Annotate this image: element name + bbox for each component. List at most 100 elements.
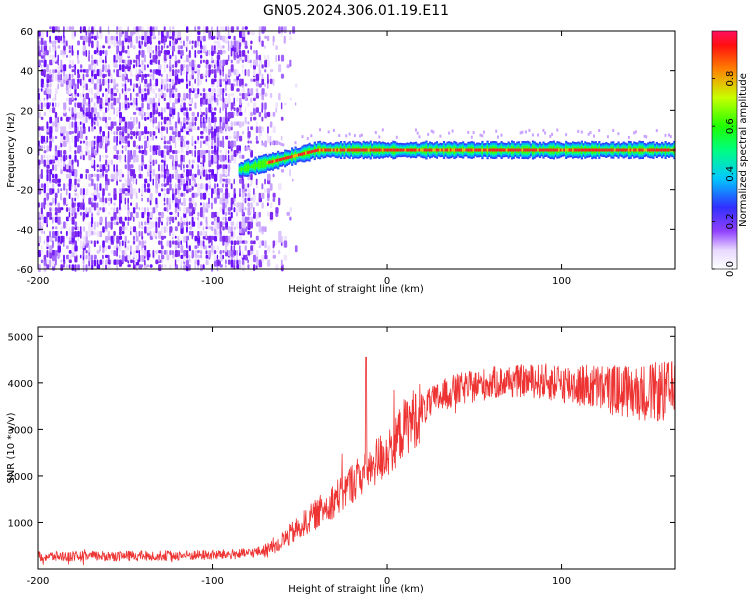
heatmap-cell — [294, 83, 298, 88]
heatmap-cell — [258, 240, 263, 245]
heatmap-cell — [258, 126, 262, 134]
heatmap-cell — [49, 173, 51, 182]
heatmap-cell — [172, 188, 174, 195]
heatmap-cell — [258, 69, 262, 76]
heatmap-cell — [96, 259, 99, 265]
heatmap-cell — [205, 254, 209, 259]
heatmap-cell — [71, 131, 75, 135]
heatmap-cell — [158, 45, 160, 51]
heatmap-cell — [197, 254, 201, 259]
heatmap-cell — [40, 259, 44, 264]
heatmap-cell — [74, 69, 76, 76]
heatmap-cell — [116, 40, 120, 45]
heatmap-cell — [107, 131, 110, 139]
heatmap-cell — [146, 197, 149, 203]
heatmap-cell — [49, 259, 52, 268]
heatmap-cell — [121, 145, 124, 149]
heatmap-cell — [239, 178, 243, 184]
x-tick-label: -100 — [201, 576, 224, 587]
heatmap-cell — [327, 130, 330, 134]
heatmap-cell — [345, 134, 348, 138]
heatmap-cell — [99, 69, 102, 77]
heatmap-cell — [116, 207, 119, 214]
heatmap-cell — [65, 188, 68, 196]
heatmap-cell — [93, 154, 96, 159]
heatmap-cell — [110, 250, 114, 254]
heatmap-cell — [102, 202, 105, 207]
heatmap-cell — [63, 235, 65, 243]
heatmap-cell — [49, 245, 53, 253]
heatmap-cell — [258, 59, 263, 65]
heatmap-cell — [180, 216, 183, 224]
heatmap-cell — [52, 230, 55, 239]
heatmap-cell — [244, 45, 248, 49]
heatmap-cell — [79, 188, 83, 196]
heatmap-cell — [236, 78, 239, 87]
heatmap-cell — [353, 134, 356, 138]
heatmap-cell — [186, 121, 189, 125]
heatmap-cell — [197, 259, 200, 266]
heatmap-cell — [244, 92, 248, 101]
heatmap-cell — [230, 245, 233, 251]
heatmap-cell — [52, 250, 56, 256]
heatmap-cell — [186, 26, 189, 33]
heatmap-cell — [116, 135, 118, 143]
heatmap-cell — [230, 240, 233, 246]
heatmap-cell — [225, 264, 227, 268]
heatmap-cell — [222, 221, 225, 226]
heatmap-cell — [222, 154, 225, 162]
heatmap-cell — [254, 161, 257, 170]
heatmap-cell — [186, 235, 190, 241]
heatmap-cell — [158, 64, 162, 70]
heatmap-cell — [241, 250, 244, 258]
heatmap-cell — [202, 45, 206, 53]
heatmap-cell — [43, 150, 47, 154]
heatmap-cell — [166, 164, 168, 172]
heatmap-cell — [124, 50, 128, 54]
heatmap-cell — [40, 226, 44, 234]
heatmap-cell — [121, 40, 125, 46]
heatmap-cell — [121, 221, 125, 227]
heatmap-cell — [141, 207, 144, 211]
heatmap-cell — [160, 173, 164, 178]
heatmap-cell — [584, 148, 587, 152]
heatmap-cell — [213, 116, 217, 123]
heatmap-cell — [645, 148, 648, 152]
heatmap-cell — [186, 92, 189, 99]
heatmap-cell — [79, 35, 84, 40]
heatmap-cell — [216, 31, 221, 38]
heatmap-cell — [149, 35, 152, 43]
heatmap-cell — [130, 150, 133, 156]
heatmap-cell — [132, 188, 137, 194]
heatmap-cell — [205, 126, 208, 134]
heatmap-cell — [77, 102, 81, 109]
heatmap-cell — [132, 169, 136, 176]
y-tick-label: 5000 — [8, 332, 33, 343]
heatmap-cell — [280, 143, 283, 146]
heatmap-cell — [186, 164, 189, 169]
heatmap-cell — [188, 211, 193, 217]
heatmap-cell — [177, 250, 180, 257]
heatmap-cell — [74, 240, 77, 246]
heatmap-cell — [233, 188, 236, 195]
heatmap-cell — [211, 221, 215, 225]
heatmap-cell — [160, 211, 164, 219]
heatmap-cell — [160, 107, 164, 113]
heatmap-cell — [57, 26, 60, 33]
heatmap-cell — [54, 207, 58, 212]
heatmap-cell — [593, 134, 595, 138]
heatmap-cell — [213, 107, 217, 111]
heatmap-cell — [77, 92, 80, 97]
heatmap-cell — [121, 126, 126, 132]
heatmap-cell — [174, 173, 178, 181]
heatmap-cell — [273, 159, 276, 163]
heatmap-cell — [79, 64, 83, 69]
heatmap-cell — [65, 83, 69, 91]
heatmap-cell — [71, 202, 75, 208]
heatmap-cell — [54, 45, 57, 51]
heatmap-cell — [535, 148, 538, 152]
heatmap-cell — [197, 40, 200, 47]
heatmap-cell — [121, 131, 125, 137]
heatmap-cell — [222, 202, 226, 210]
heatmap-cell — [127, 173, 130, 182]
